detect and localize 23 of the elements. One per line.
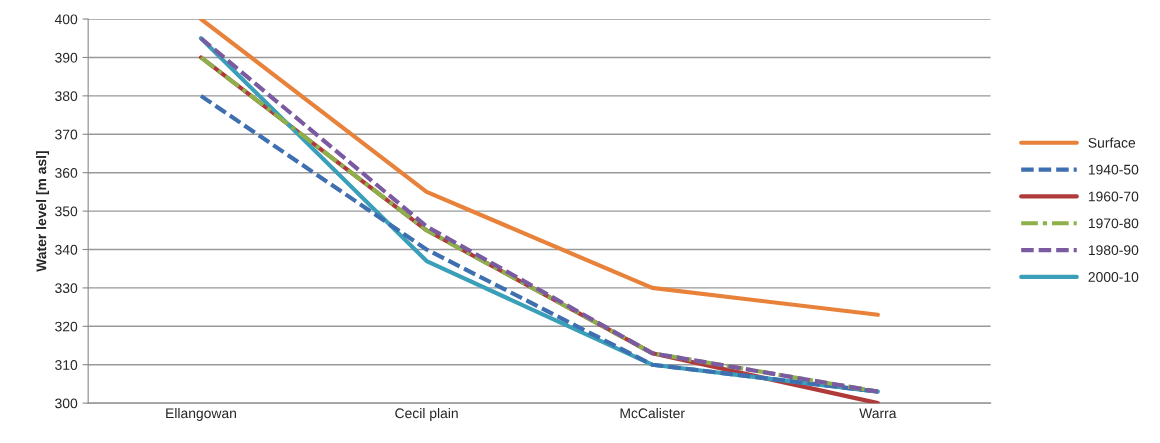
x-tick-label: Ellangowan [166, 407, 236, 421]
legend-label: 1970-80 [1088, 218, 1139, 229]
y-tick-label: 320 [55, 321, 78, 332]
legend-label: 1940-50 [1088, 164, 1139, 175]
y-tick-label: 350 [55, 206, 78, 217]
y-tick-label: 330 [55, 283, 78, 294]
y-tick-label: 380 [55, 91, 78, 102]
x-tick-label: Warra [859, 408, 897, 419]
legend-label: 1980-90 [1088, 245, 1139, 256]
y-axis-title: Water level [m asl] [36, 151, 50, 272]
y-tick-label: 360 [55, 168, 78, 178]
x-tick-label: Cecil plain [395, 407, 458, 421]
y-tick-label: 400 [54, 14, 78, 25]
y-tick-label: 300 [55, 398, 78, 409]
legend-label: 2000-10 [1088, 272, 1139, 282]
legend-label: 1960-70 [1088, 191, 1139, 202]
y-tick-label: 310 [55, 360, 78, 370]
line-series [198, 19, 880, 317]
legend-label: Surface [1088, 137, 1136, 148]
y-tick-label: 340 [55, 244, 78, 255]
y-tick-label: 390 [55, 52, 78, 63]
y-tick-label: 370 [55, 129, 78, 140]
x-tick-label: McCalister [620, 407, 685, 419]
